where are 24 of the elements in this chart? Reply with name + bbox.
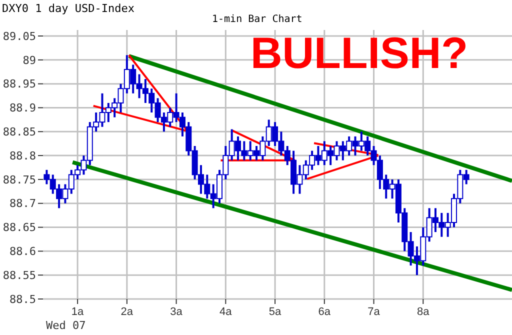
x-tick-label: 8a	[417, 306, 430, 318]
text: Wed 07	[46, 319, 86, 332]
x-tick-label: 6a	[318, 306, 332, 318]
y-tick-label: 89.05	[2, 30, 36, 43]
chart-subtitle: 1-min Bar Chart	[212, 14, 302, 25]
y-tick-label: 88.7	[10, 197, 36, 210]
x-tick-label: 2a	[120, 306, 134, 318]
x-tick-label: 3a	[170, 306, 184, 318]
y-tick-label: 89	[22, 54, 36, 67]
y-tick-label: 88.95	[2, 78, 36, 91]
x-tick-label: 4a	[220, 306, 233, 318]
y-tick-label: 88.85	[2, 125, 36, 138]
annotation: BULLISH?	[250, 29, 468, 78]
y-tick-label: 88.65	[2, 221, 36, 234]
y-tick-label: 88.5	[10, 292, 36, 306]
y-tick-label: 88.9	[10, 102, 36, 115]
x-tick-label: 7a	[368, 306, 381, 318]
y-tick-label: 88.8	[10, 149, 36, 162]
chart-title: DXY0 1 day USD-Index	[2, 2, 135, 15]
y-tick-label: 88.6	[10, 245, 36, 258]
y-tick-label: 88.55	[2, 268, 36, 282]
y-tick-label: 88.75	[2, 173, 36, 186]
x-tick-label: 1a	[71, 306, 85, 318]
x-tick-label: 5a	[268, 306, 282, 318]
